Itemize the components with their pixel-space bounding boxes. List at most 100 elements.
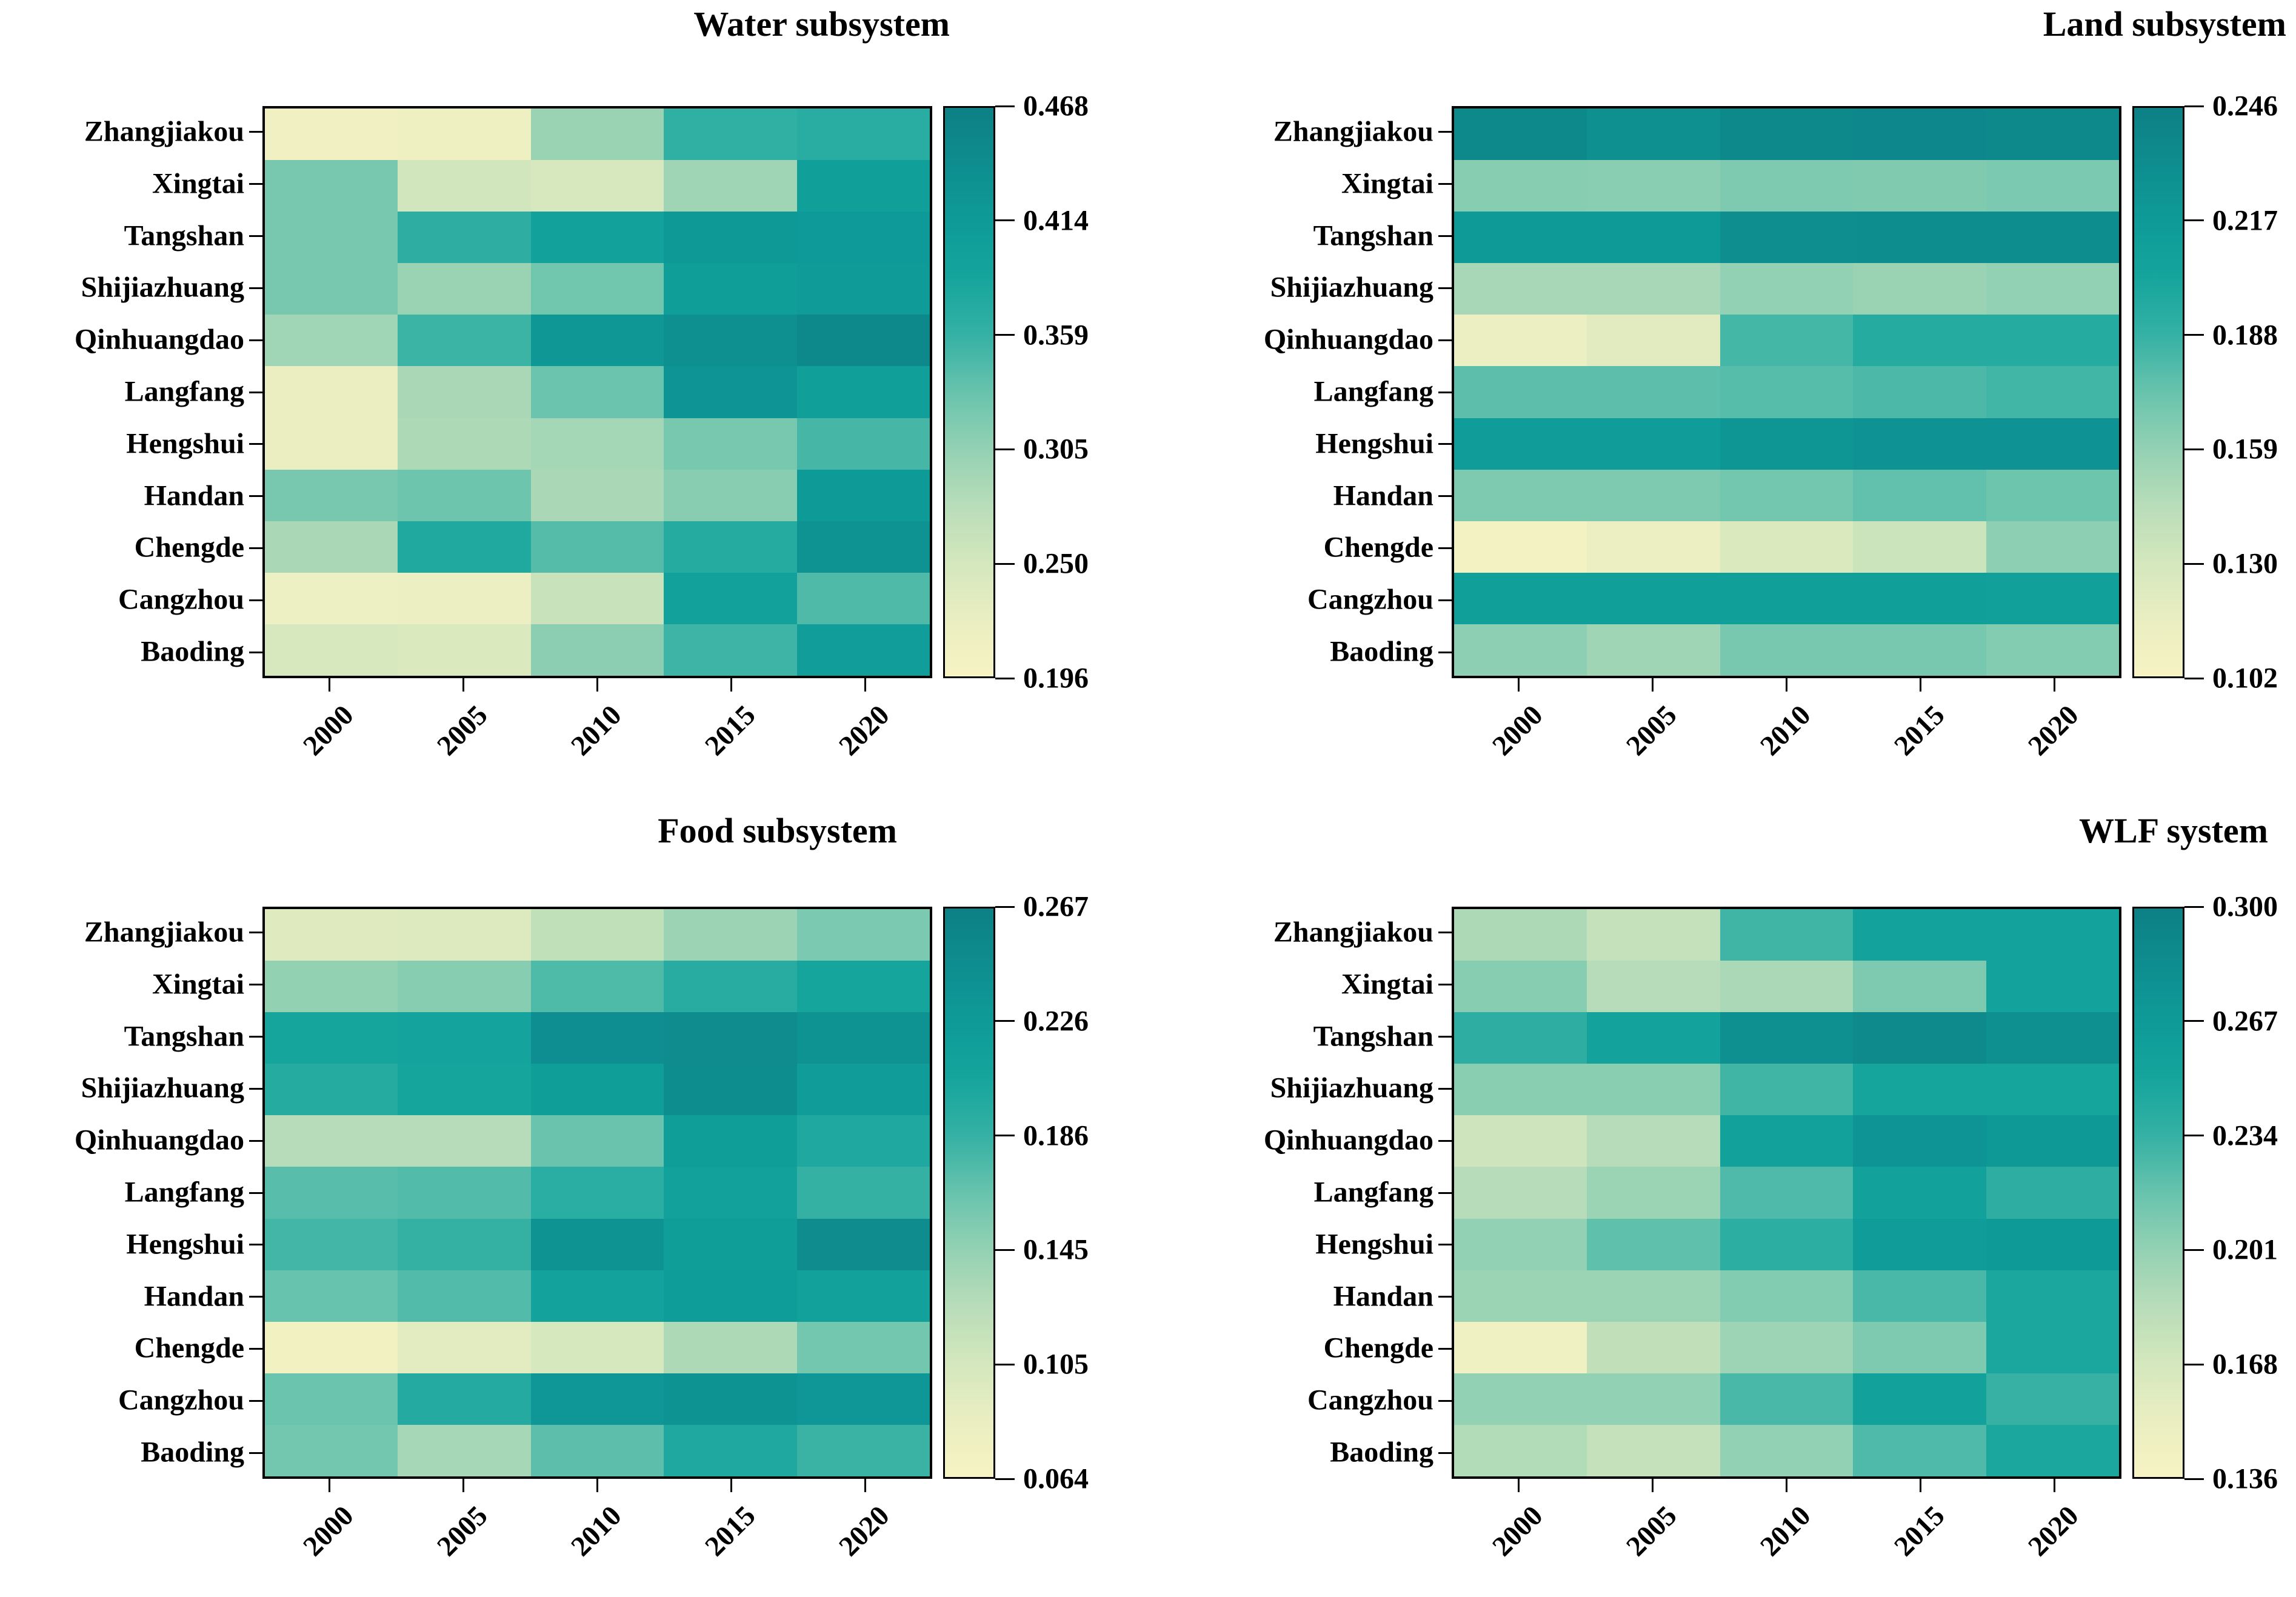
land-cell-Baoding-2000 (1454, 624, 1587, 676)
food-cell-Qinhuangdao-2020 (796, 1115, 930, 1167)
water-cell-Cangzhou-2000 (265, 572, 398, 624)
colorbar-tick-mark (995, 105, 1015, 107)
food-cell-Handan-2000 (265, 1270, 398, 1322)
colorbar-tick-mark (2184, 1363, 2204, 1365)
land-cell-Hengshui-2015 (1853, 418, 1986, 470)
food-cell-Handan-2020 (796, 1270, 930, 1322)
water-cell-Tangshan-2015 (664, 212, 797, 264)
land-cell-Xingtai-2000 (1454, 160, 1587, 212)
water-cell-Shijiazhuang-2000 (265, 263, 398, 315)
colorbar-tick-label-0.250: 0.250 (1023, 547, 1089, 580)
wlf-cell-Cangzhou-2000 (1454, 1373, 1587, 1425)
food-cell-Handan-2010 (530, 1270, 664, 1322)
land-cell-Xingtai-2020 (1986, 160, 2119, 212)
colorbar-tick-label-0.226: 0.226 (1023, 1005, 1089, 1038)
land-cell-Handan-2015 (1853, 469, 1986, 521)
water-cell-Langfang-2005 (398, 366, 531, 418)
panel-title: Land subsystem (2043, 4, 2286, 44)
water-cell-Xingtai-2010 (530, 160, 664, 212)
food-cell-Cangzhou-2020 (796, 1373, 930, 1425)
x-tick-mark (730, 1479, 732, 1492)
food-cell-Chengde-2005 (398, 1321, 531, 1373)
heatmap-grid (1454, 108, 2119, 676)
land-cell-Qinhuangdao-2010 (1720, 315, 1854, 367)
land-cell-Shijiazhuang-2005 (1587, 263, 1720, 315)
colorbar-food (943, 907, 995, 1479)
wlf-cell-Xingtai-2005 (1587, 961, 1720, 1013)
x-tick-mark (462, 678, 464, 692)
y-tick-label-Qinhuangdao: Qinhuangdao (74, 1124, 244, 1156)
land-cell-Qinhuangdao-2005 (1587, 315, 1720, 367)
food-cell-Baoding-2020 (796, 1424, 930, 1476)
y-tick-label-Handan: Handan (1333, 479, 1433, 512)
water-cell-Qinhuangdao-2010 (530, 315, 664, 367)
x-tick-mark (596, 678, 598, 692)
y-tick-mark (249, 235, 262, 238)
wlf-cell-Tangshan-2020 (1986, 1012, 2119, 1064)
x-tick-mark (1920, 678, 1921, 692)
land-cell-Xingtai-2010 (1720, 160, 1854, 212)
x-tick-label-2010: 2010 (564, 1499, 627, 1562)
water-cell-Tangshan-2000 (265, 212, 398, 264)
y-tick-label-Tangshan: Tangshan (1313, 1019, 1433, 1052)
colorbar-tick-label-0.468: 0.468 (1023, 90, 1089, 122)
x-tick-mark (1920, 1479, 1921, 1492)
y-tick-label-Xingtai: Xingtai (152, 968, 244, 1001)
food-cell-Langfang-2010 (530, 1167, 664, 1219)
water-cell-Hengshui-2020 (796, 418, 930, 470)
colorbar-tick-label-0.234: 0.234 (2212, 1119, 2278, 1152)
y-tick-mark (1438, 599, 1452, 601)
food-cell-Zhangjiakou-2005 (398, 909, 531, 961)
water-cell-Tangshan-2005 (398, 212, 531, 264)
land-cell-Cangzhou-2000 (1454, 572, 1587, 624)
x-tick-label-2000: 2000 (296, 699, 359, 762)
y-tick-label-Xingtai: Xingtai (152, 167, 244, 200)
wlf-cell-Tangshan-2010 (1720, 1012, 1854, 1064)
food-cell-Zhangjiakou-2015 (664, 909, 797, 961)
x-tick-label-2005: 2005 (430, 1499, 493, 1562)
wlf-cell-Langfang-2020 (1986, 1167, 2119, 1219)
land-cell-Chengde-2000 (1454, 521, 1587, 573)
food-cell-Qinhuangdao-2010 (530, 1115, 664, 1167)
land-cell-Zhangjiakou-2010 (1720, 108, 1854, 161)
food-cell-Handan-2015 (664, 1270, 797, 1322)
food-cell-Tangshan-2010 (530, 1012, 664, 1064)
y-tick-label-Baoding: Baoding (1330, 635, 1433, 668)
wlf-cell-Chengde-2015 (1853, 1321, 1986, 1373)
colorbar-tick-mark (995, 1478, 1015, 1480)
colorbar-tick-label-0.102: 0.102 (2212, 662, 2278, 695)
y-tick-mark (1438, 651, 1452, 653)
y-tick-mark (1438, 391, 1452, 393)
land-cell-Zhangjiakou-2015 (1853, 108, 1986, 161)
y-tick-label-Hengshui: Hengshui (126, 1228, 244, 1261)
water-cell-Baoding-2010 (530, 624, 664, 676)
land-cell-Shijiazhuang-2010 (1720, 263, 1854, 315)
x-tick-mark (1652, 1479, 1654, 1492)
wlf-cell-Zhangjiakou-2015 (1853, 909, 1986, 961)
wlf-cell-Handan-2020 (1986, 1270, 2119, 1322)
land-cell-Zhangjiakou-2020 (1986, 108, 2119, 161)
food-cell-Xingtai-2020 (796, 961, 930, 1013)
x-tick-mark (462, 1479, 464, 1492)
colorbar-tick-mark (995, 905, 1015, 908)
x-tick-mark (596, 1479, 598, 1492)
wlf-cell-Baoding-2000 (1454, 1424, 1587, 1476)
food-cell-Zhangjiakou-2000 (265, 909, 398, 961)
y-tick-mark (249, 339, 262, 341)
x-tick-mark (329, 678, 330, 692)
y-tick-label-Langfang: Langfang (1313, 375, 1433, 408)
colorbar-tick-label-0.136: 0.136 (2212, 1462, 2278, 1495)
land-cell-Tangshan-2015 (1853, 212, 1986, 264)
y-tick-label-Chengde: Chengde (1323, 531, 1433, 564)
y-tick-label-Tangshan: Tangshan (1313, 219, 1433, 252)
land-cell-Tangshan-2005 (1587, 212, 1720, 264)
y-tick-mark (1438, 443, 1452, 445)
colorbar-tick-mark (2184, 677, 2204, 679)
wlf-cell-Hengshui-2020 (1986, 1218, 2119, 1270)
y-tick-label-Baoding: Baoding (141, 635, 244, 668)
water-cell-Qinhuangdao-2015 (664, 315, 797, 367)
y-tick-mark (249, 651, 262, 653)
colorbar-tick-mark (2184, 1249, 2204, 1251)
land-cell-Handan-2000 (1454, 469, 1587, 521)
land-cell-Zhangjiakou-2000 (1454, 108, 1587, 161)
